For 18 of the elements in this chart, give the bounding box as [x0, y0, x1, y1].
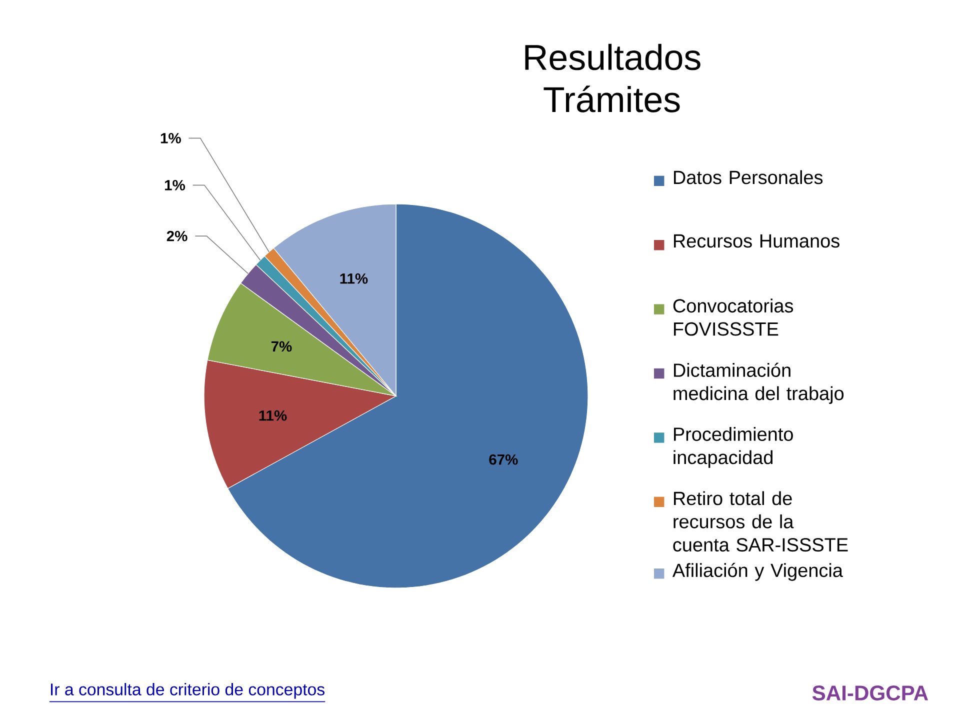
data-label: 1%	[165, 180, 186, 190]
data-label: 11%	[340, 273, 368, 284]
legend-label: Retiro total de recursos de la cuenta SAR-ISSSTE	[673, 491, 848, 552]
legend-label: Datos Personales	[674, 170, 823, 184]
legend-label: Procedimiento incapacidad	[674, 427, 793, 468]
data-label: 7%	[271, 341, 292, 352]
legend-label: Convocatorias FOVISSSTE	[673, 298, 794, 336]
legend-label: Afiliación y Vigencia	[672, 562, 843, 581]
text: SAI-DGCPA	[812, 686, 928, 700]
legend-label: Dictaminación medicina del trabajo	[674, 362, 844, 404]
legend-label: Recursos Humanos	[674, 234, 840, 248]
chart-subtitle: Trámites	[544, 86, 680, 112]
text: Ir a consulta de criterio de conceptos	[51, 683, 324, 699]
data-label: 67%	[489, 454, 518, 465]
data-label: 11%	[259, 410, 287, 421]
data-label: 1%	[160, 133, 181, 144]
chart-title: Resultados	[525, 44, 700, 70]
data-label: 2%	[166, 230, 188, 242]
